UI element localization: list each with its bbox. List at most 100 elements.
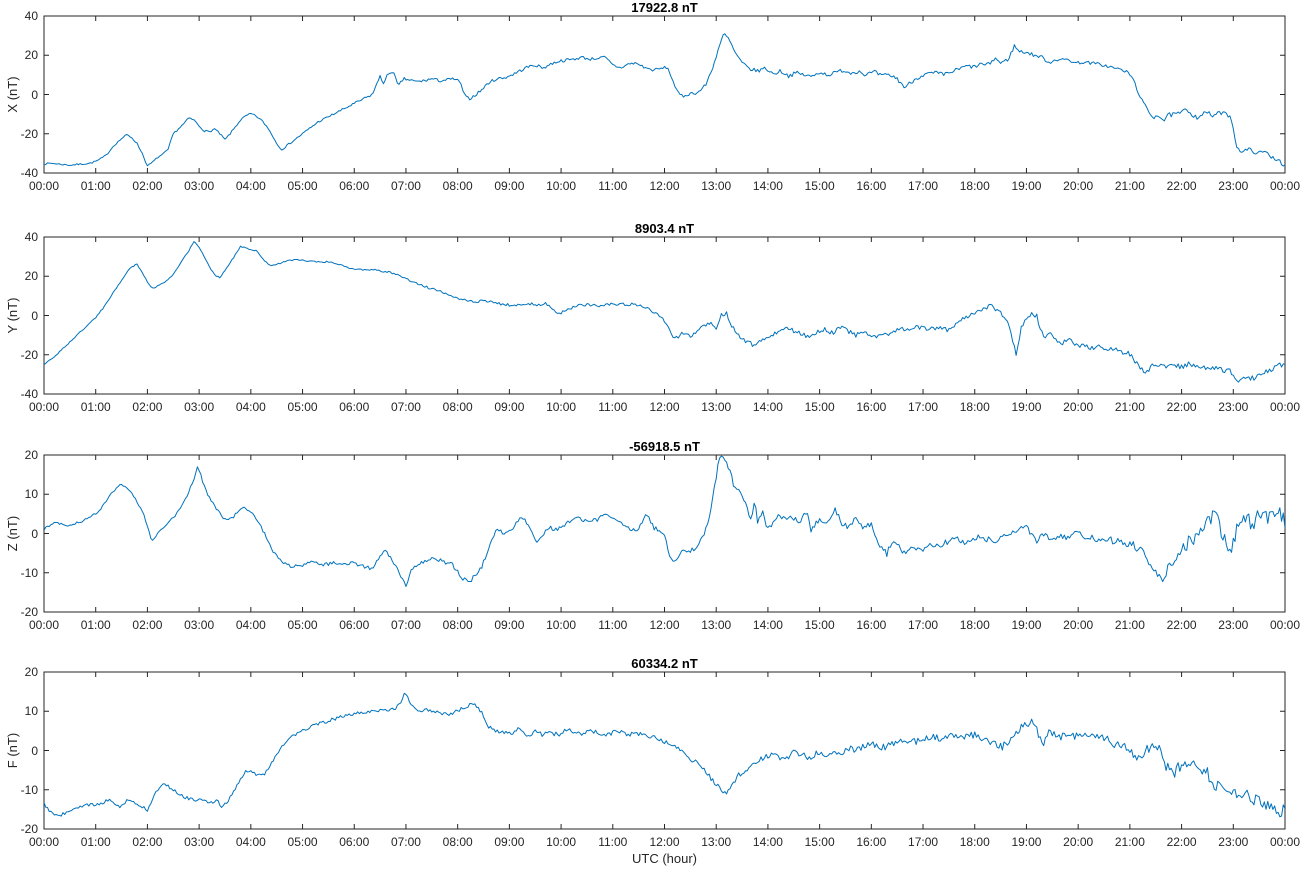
x-tick-label: 09:00 bbox=[494, 400, 525, 414]
y-tick-label: 20 bbox=[24, 448, 38, 462]
x-tick-label: 12:00 bbox=[649, 835, 680, 849]
x-tick-label: 21:00 bbox=[1114, 400, 1145, 414]
x-tick-label: 10:00 bbox=[546, 835, 577, 849]
x-tick-label: 23:00 bbox=[1218, 835, 1249, 849]
x-tick-label: 20:00 bbox=[1063, 179, 1094, 193]
x-tick-label: 18:00 bbox=[959, 400, 990, 414]
series-line-x bbox=[44, 33, 1285, 167]
x-tick-label: 07:00 bbox=[390, 835, 421, 849]
x-tick-label: 11:00 bbox=[598, 179, 628, 193]
x-tick-label: 00:00 bbox=[1269, 179, 1301, 193]
series-line-y bbox=[44, 241, 1285, 383]
y-tick-label: -20 bbox=[20, 605, 38, 619]
x-tick-label: 03:00 bbox=[184, 835, 215, 849]
y-tick-label: 0 bbox=[31, 743, 38, 758]
x-tick-label: 13:00 bbox=[701, 835, 732, 849]
x-tick-label: 05:00 bbox=[287, 179, 318, 193]
x-tick-label: 23:00 bbox=[1218, 179, 1249, 193]
x-tick-label: 02:00 bbox=[132, 400, 163, 414]
x-tick-label: 01:00 bbox=[80, 835, 111, 849]
x-tick-label: 09:00 bbox=[494, 618, 525, 632]
x-tick-label: 22:00 bbox=[1166, 400, 1197, 414]
x-tick-label: 16:00 bbox=[856, 618, 887, 632]
x-tick-label: 08:00 bbox=[442, 835, 473, 849]
x-tick-label: 10:00 bbox=[546, 618, 577, 632]
x-tick-label: 07:00 bbox=[390, 618, 421, 632]
x-tick-label: 02:00 bbox=[132, 179, 163, 193]
x-tick-label: 04:00 bbox=[235, 835, 266, 849]
series-line-f bbox=[44, 692, 1285, 818]
x-tick-label: 08:00 bbox=[442, 618, 473, 632]
x-tick-label: 15:00 bbox=[804, 400, 835, 414]
x-tick-label: 06:00 bbox=[339, 618, 370, 632]
y-tick-label: -40 bbox=[20, 387, 38, 401]
x-tick-label: 03:00 bbox=[184, 618, 215, 632]
x-tick-label: 01:00 bbox=[80, 179, 111, 193]
x-tick-label: 10:00 bbox=[546, 400, 577, 414]
x-tick-label: 04:00 bbox=[235, 618, 266, 632]
x-tick-label: 04:00 bbox=[235, 179, 266, 193]
y-tick-label: 40 bbox=[24, 9, 38, 23]
x-tick-label: 00:00 bbox=[28, 179, 60, 193]
x-tick-label: 19:00 bbox=[1011, 400, 1042, 414]
x-tick-label: 14:00 bbox=[752, 835, 783, 849]
x-tick-label: 15:00 bbox=[804, 835, 835, 849]
x-tick-label: 11:00 bbox=[598, 618, 628, 632]
x-tick-label: 12:00 bbox=[649, 618, 680, 632]
x-tick-label: 22:00 bbox=[1166, 179, 1197, 193]
x-tick-label: 09:00 bbox=[494, 835, 525, 849]
axes-box bbox=[43, 454, 1286, 613]
x-tick-label: 05:00 bbox=[287, 400, 318, 414]
axes-box bbox=[43, 671, 1286, 830]
y-tick-label: -20 bbox=[20, 347, 38, 362]
x-tick-label: 18:00 bbox=[959, 835, 990, 849]
y-tick-label: 10 bbox=[24, 704, 38, 719]
x-tick-label: 23:00 bbox=[1218, 400, 1249, 414]
x-tick-label: 10:00 bbox=[546, 179, 577, 193]
x-tick-label: 19:00 bbox=[1011, 618, 1042, 632]
x-tick-label: 15:00 bbox=[804, 179, 835, 193]
x-tick-label: 17:00 bbox=[908, 400, 939, 414]
subplot-x-title: 17922.8 nT bbox=[631, 0, 698, 15]
x-tick-label: 20:00 bbox=[1063, 618, 1094, 632]
x-tick-label: 16:00 bbox=[856, 179, 887, 193]
x-tick-label: 12:00 bbox=[649, 179, 680, 193]
x-tick-label: 14:00 bbox=[752, 618, 783, 632]
x-tick-label: 19:00 bbox=[1011, 835, 1042, 849]
x-tick-label: 01:00 bbox=[80, 400, 111, 414]
x-tick-label: 00:00 bbox=[28, 400, 60, 414]
subplot-z-title: -56918.5 nT bbox=[629, 439, 700, 454]
x-tick-label: 23:00 bbox=[1218, 618, 1249, 632]
x-tick-label: 14:00 bbox=[752, 179, 783, 193]
subplot-f-title: 60334.2 nT bbox=[631, 656, 698, 671]
x-tick-label: 06:00 bbox=[339, 179, 370, 193]
y-tick-label: 10 bbox=[24, 487, 38, 502]
x-tick-label: 05:00 bbox=[287, 835, 318, 849]
x-tick-label: 03:00 bbox=[184, 400, 215, 414]
x-tick-label: 12:00 bbox=[649, 400, 680, 414]
x-tick-label: 20:00 bbox=[1063, 400, 1094, 414]
x-tick-label: 13:00 bbox=[701, 179, 732, 193]
x-tick-label: 11:00 bbox=[598, 400, 628, 414]
axes-box bbox=[43, 15, 1286, 174]
x-tick-label: 13:00 bbox=[701, 618, 732, 632]
x-tick-label: 22:00 bbox=[1166, 618, 1197, 632]
x-tick-label: 07:00 bbox=[390, 400, 421, 414]
y-tick-label: -10 bbox=[20, 782, 38, 797]
x-tick-label: 00:00 bbox=[28, 835, 60, 849]
y-tick-label: 0 bbox=[31, 87, 38, 102]
y-tick-label: 20 bbox=[24, 665, 38, 679]
axes-box bbox=[43, 236, 1286, 395]
y-tick-label: 40 bbox=[24, 230, 38, 244]
x-tick-label: 21:00 bbox=[1114, 618, 1145, 632]
x-tick-label: 17:00 bbox=[908, 179, 939, 193]
x-tick-label: 21:00 bbox=[1114, 835, 1145, 849]
x-tick-label: 17:00 bbox=[908, 618, 939, 632]
x-tick-label: 21:00 bbox=[1114, 179, 1145, 193]
x-tick-label: 09:00 bbox=[494, 179, 525, 193]
x-tick-label: 18:00 bbox=[959, 618, 990, 632]
x-tick-label: 04:00 bbox=[235, 400, 266, 414]
x-tick-label: 08:00 bbox=[442, 400, 473, 414]
x-tick-label: 00:00 bbox=[1269, 400, 1301, 414]
